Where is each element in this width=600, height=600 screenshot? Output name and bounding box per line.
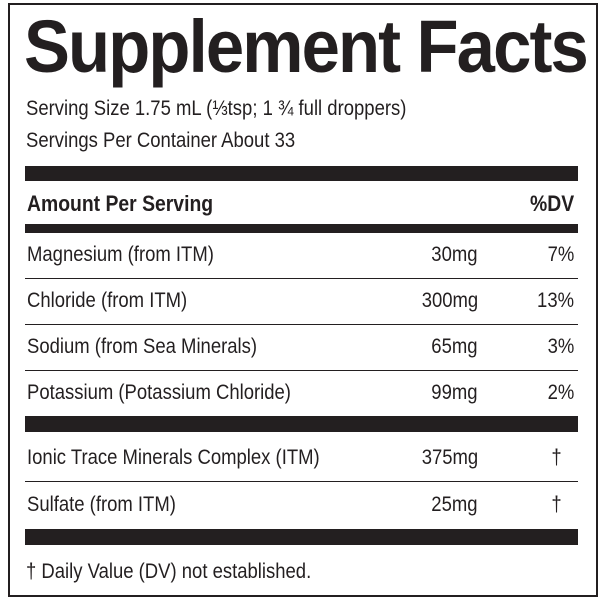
nutrient-row: Chloride (from ITM) 300mg 13%	[25, 279, 578, 325]
nutrient-dv: 3%	[547, 335, 574, 358]
thick-divider	[25, 529, 578, 545]
amount-header-row: Amount Per Serving %DV	[25, 181, 578, 227]
nutrient-amount: 375mg	[421, 446, 478, 469]
nutrient-name: Sulfate (from ITM)	[27, 493, 176, 516]
nutrient-amount: 25mg	[431, 493, 478, 516]
nutrient-amount: 65mg	[431, 335, 478, 358]
nutrient-name: Chloride (from ITM)	[27, 289, 188, 312]
nutrient-amount: 300mg	[421, 289, 478, 312]
nutrient-name: Sodium (from Sea Minerals)	[27, 335, 258, 358]
nutrient-dv: 13%	[537, 289, 574, 312]
nutrient-name: Ionic Trace Minerals Complex (ITM)	[27, 446, 320, 469]
footnote: † Daily Value (DV) not established.	[26, 560, 312, 583]
amount-per-serving-label: Amount Per Serving	[27, 191, 214, 216]
nutrient-row: Sodium (from Sea Minerals) 65mg 3%	[25, 325, 578, 371]
nutrient-name: Magnesium (from ITM)	[27, 243, 214, 266]
label-border	[8, 3, 598, 597]
nutrient-amount: 30mg	[431, 243, 478, 266]
nutrient-dv: †	[551, 493, 562, 516]
label-title: Supplement Facts	[24, 5, 589, 88]
nutrient-dv: 2%	[547, 381, 574, 404]
nutrient-dv: 7%	[547, 243, 574, 266]
thick-divider	[25, 416, 578, 432]
serving-size: Serving Size 1.75 mL (⅓tsp; 1 ¾ full dro…	[26, 97, 407, 120]
thick-divider	[25, 166, 578, 181]
nutrient-amount: 99mg	[431, 381, 478, 404]
nutrient-row: Ionic Trace Minerals Complex (ITM) 375mg…	[25, 436, 578, 482]
nutrient-row: Potassium (Potassium Chloride) 99mg 2%	[25, 371, 578, 417]
servings-per-container: Servings Per Container About 33	[26, 129, 296, 152]
nutrient-row: Sulfate (from ITM) 25mg †	[25, 483, 578, 529]
nutrient-name: Potassium (Potassium Chloride)	[27, 381, 291, 404]
nutrient-dv: †	[551, 446, 562, 469]
dv-header: %DV	[529, 191, 574, 216]
medium-divider	[25, 224, 578, 233]
nutrient-row: Magnesium (from ITM) 30mg 7%	[25, 233, 578, 279]
